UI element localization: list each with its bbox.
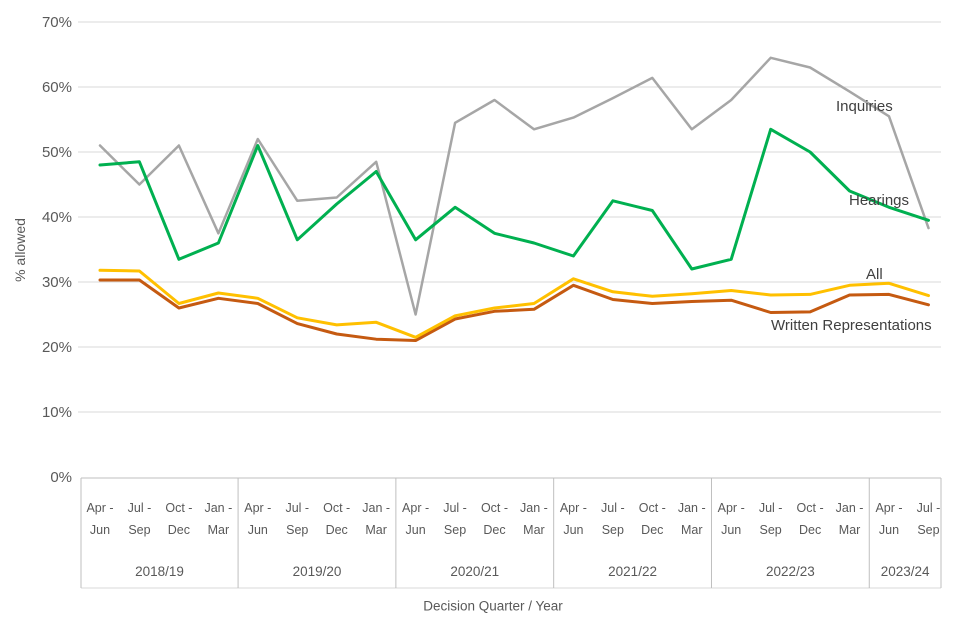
x-quarter-label: Dec	[326, 523, 348, 537]
x-quarter-label: Jan -	[362, 501, 390, 515]
x-quarter-label: Sep	[917, 523, 939, 537]
x-year-label: 2023/24	[881, 564, 930, 579]
y-tick-label: 20%	[42, 339, 72, 356]
x-year-label: 2019/20	[293, 564, 342, 579]
x-quarter-label: Jun	[879, 523, 899, 537]
x-quarter-label: Jul -	[759, 501, 783, 515]
x-quarter-label: Sep	[602, 523, 624, 537]
x-quarter-label: Sep	[128, 523, 150, 537]
x-quarter-label: Mar	[681, 523, 703, 537]
y-tick-label: 10%	[42, 404, 72, 421]
series-label-written-representations: Written Representations	[771, 317, 932, 334]
x-quarter-label: Jun	[721, 523, 741, 537]
x-quarter-label: Apr -	[875, 501, 902, 515]
x-quarter-label: Jul -	[285, 501, 309, 515]
series-label-all: All	[866, 266, 883, 283]
x-quarter-label: Apr -	[718, 501, 745, 515]
x-quarter-label: Oct -	[481, 501, 508, 515]
x-quarter-label: Apr -	[86, 501, 113, 515]
y-tick-label: 30%	[42, 274, 72, 291]
y-tick-label: 50%	[42, 144, 72, 161]
x-axis-title: Decision Quarter / Year	[423, 598, 563, 614]
x-quarter-label: Mar	[208, 523, 230, 537]
x-quarter-label: Dec	[168, 523, 190, 537]
series-label-inquiries: Inquiries	[836, 98, 893, 115]
x-quarter-label: Dec	[641, 523, 663, 537]
x-quarter-label: Sep	[444, 523, 466, 537]
series-line-all	[98, 268, 930, 339]
series-line-inquiries	[98, 56, 930, 316]
x-quarter-label: Jan -	[678, 501, 706, 515]
x-quarter-label: Jun	[248, 523, 268, 537]
x-quarter-label: Mar	[523, 523, 545, 537]
x-quarter-label: Jan -	[204, 501, 232, 515]
x-quarter-label: Apr -	[402, 501, 429, 515]
x-quarter-label: Oct -	[639, 501, 666, 515]
x-quarter-label: Apr -	[244, 501, 271, 515]
x-quarter-label: Jul -	[443, 501, 467, 515]
x-quarter-label: Jun	[406, 523, 426, 537]
x-year-label: 2020/21	[450, 564, 499, 579]
x-quarter-label: Jun	[563, 523, 583, 537]
y-axis-title: % allowed	[12, 218, 28, 282]
y-tick-label: 40%	[42, 209, 72, 226]
x-quarter-label: Oct -	[165, 501, 192, 515]
x-quarter-label: Sep	[286, 523, 308, 537]
x-quarter-label: Jun	[90, 523, 110, 537]
x-year-label: 2018/19	[135, 564, 184, 579]
y-tick-label: 60%	[42, 79, 72, 96]
series-line-hearings	[98, 127, 930, 271]
x-year-label: 2022/23	[766, 564, 815, 579]
x-quarter-label: Dec	[799, 523, 821, 537]
x-quarter-label: Dec	[483, 523, 505, 537]
x-quarter-label: Oct -	[323, 501, 350, 515]
x-quarter-label: Oct -	[797, 501, 824, 515]
y-tick-label: 70%	[42, 14, 72, 31]
x-quarter-label: Mar	[839, 523, 861, 537]
x-quarter-label: Jan -	[520, 501, 548, 515]
series-label-hearings: Hearings	[849, 192, 910, 209]
x-quarter-label: Jul -	[917, 501, 941, 515]
x-quarter-label: Jul -	[128, 501, 152, 515]
series-line-written-representations	[98, 278, 930, 342]
x-quarter-label: Jul -	[601, 501, 625, 515]
x-year-label: 2021/22	[608, 564, 657, 579]
x-quarter-label: Apr -	[560, 501, 587, 515]
x-quarter-label: Sep	[760, 523, 782, 537]
y-tick-label: 0%	[50, 469, 72, 486]
x-quarter-label: Mar	[365, 523, 387, 537]
x-quarter-label: Jan -	[836, 501, 864, 515]
